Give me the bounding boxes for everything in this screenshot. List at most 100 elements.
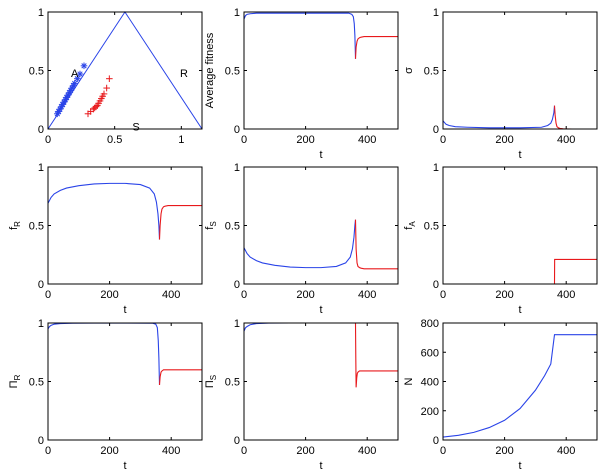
x-tick-label: 200 xyxy=(495,289,513,301)
data-point xyxy=(100,90,108,98)
x-axis-label: t xyxy=(319,149,322,161)
series-line xyxy=(244,12,357,59)
y-axis-label: σ xyxy=(403,67,415,74)
x-tick-label: 200 xyxy=(495,445,513,457)
x-tick-label: 0 xyxy=(45,134,51,146)
x-tick-label: 0 xyxy=(440,289,446,301)
x-tick-label: 0 xyxy=(45,289,51,301)
series-line xyxy=(48,182,161,240)
plot-area xyxy=(48,322,202,386)
series-line xyxy=(244,322,356,332)
y-axis-label: fR xyxy=(8,221,22,230)
y-tick-label: 0.5 xyxy=(29,221,44,233)
y-axis-label: fA xyxy=(403,221,417,230)
x-tick-label: 200 xyxy=(100,289,118,301)
series-line xyxy=(158,369,202,386)
y-axis-label: ΠS xyxy=(204,375,218,388)
plot-area xyxy=(48,11,202,129)
series-line xyxy=(354,219,398,270)
axes-frame xyxy=(243,166,399,285)
series-line xyxy=(158,205,202,240)
y-tick-label: 0 xyxy=(38,279,44,291)
axes-frame xyxy=(442,322,598,441)
data-point xyxy=(80,62,88,70)
y-tick-label: 200 xyxy=(421,406,439,418)
data-point xyxy=(92,103,100,111)
x-tick-label: 200 xyxy=(296,289,314,301)
series-line xyxy=(48,322,161,386)
y-tick-label: 0 xyxy=(433,124,439,136)
x-tick-label: 400 xyxy=(557,134,575,146)
x-tick-label: 0 xyxy=(241,289,247,301)
y-tick-label: 0.5 xyxy=(225,221,240,233)
chart-5: 0 200 400 0 0.5 1 t fS xyxy=(204,162,399,316)
x-axis-label: t xyxy=(518,304,521,316)
y-tick-label: 0 xyxy=(433,279,439,291)
y-tick-label: 0 xyxy=(38,124,44,136)
chart-2: 0 200 400 0 0.5 1 t Average fitness xyxy=(204,7,399,161)
simplex-triangle xyxy=(48,11,202,129)
plot-area xyxy=(443,258,597,284)
y-tick-label: 1 xyxy=(38,318,44,330)
y-axis-label: ΠR xyxy=(8,374,22,388)
x-axis-label: t xyxy=(319,304,322,316)
plot-area xyxy=(244,322,398,388)
y-tick-label: 1 xyxy=(38,162,44,174)
series-line xyxy=(354,322,398,388)
x-tick-label: 1 xyxy=(178,134,184,146)
axes-frame xyxy=(442,11,598,130)
y-axis-label: fS xyxy=(204,221,218,229)
y-tick-label: 0.5 xyxy=(225,377,240,389)
series-line xyxy=(354,36,398,59)
x-axis-label: t xyxy=(123,304,126,316)
axes-frame xyxy=(442,166,598,285)
x-tick-label: 0 xyxy=(45,445,51,457)
series-line xyxy=(244,219,357,269)
y-tick-label: 0.5 xyxy=(29,377,44,389)
y-tick-label: 0 xyxy=(234,124,240,136)
x-tick-label: 200 xyxy=(100,445,118,457)
chart-9: 0 200 400 0 200 400 600 800 t N xyxy=(403,318,598,472)
y-axis-label: Average fitness xyxy=(204,32,216,108)
chart-1: 0 0.5 1 0 0.5 1 A R S xyxy=(29,7,203,146)
x-tick-label: 0 xyxy=(440,445,446,457)
plot-area xyxy=(48,182,202,240)
plot-area xyxy=(244,12,398,59)
chart-3: 0 200 400 0 0.5 1 t σ xyxy=(403,7,598,161)
data-point xyxy=(76,70,84,78)
data-point xyxy=(106,75,113,82)
series-line xyxy=(443,334,597,438)
x-tick-label: 400 xyxy=(358,445,376,457)
vertex-label-s: S xyxy=(132,122,139,134)
x-tick-label: 0 xyxy=(241,134,247,146)
y-tick-label: 0.5 xyxy=(424,66,439,78)
x-axis-label: t xyxy=(123,460,126,472)
plot-area xyxy=(443,334,597,438)
vertex-label-a: A xyxy=(71,68,79,80)
y-tick-label: 1 xyxy=(234,7,240,19)
y-tick-label: 0 xyxy=(234,435,240,447)
plot-area xyxy=(244,219,398,270)
y-tick-label: 0.5 xyxy=(225,66,240,78)
axes-frame xyxy=(47,11,203,130)
y-tick-label: 0.5 xyxy=(29,66,44,78)
x-tick-label: 400 xyxy=(162,445,180,457)
data-point xyxy=(74,75,81,82)
axes-frame xyxy=(243,11,399,130)
x-tick-label: 400 xyxy=(162,289,180,301)
y-tick-label: 1 xyxy=(433,162,439,174)
x-axis-label: t xyxy=(518,460,521,472)
x-axis-label: t xyxy=(319,460,322,472)
y-tick-label: 400 xyxy=(421,377,439,389)
y-tick-label: 0 xyxy=(38,435,44,447)
series-line xyxy=(443,105,556,129)
x-tick-label: 400 xyxy=(557,445,575,457)
chart-4: 0 200 400 0 0.5 1 t fR xyxy=(8,162,203,316)
axes-frame xyxy=(243,322,399,441)
x-tick-label: 400 xyxy=(557,289,575,301)
data-point xyxy=(71,80,78,87)
y-tick-label: 1 xyxy=(433,7,439,19)
y-tick-label: 1 xyxy=(234,162,240,174)
chart-6: 0 200 400 0 0.5 1 t fA xyxy=(403,162,598,316)
